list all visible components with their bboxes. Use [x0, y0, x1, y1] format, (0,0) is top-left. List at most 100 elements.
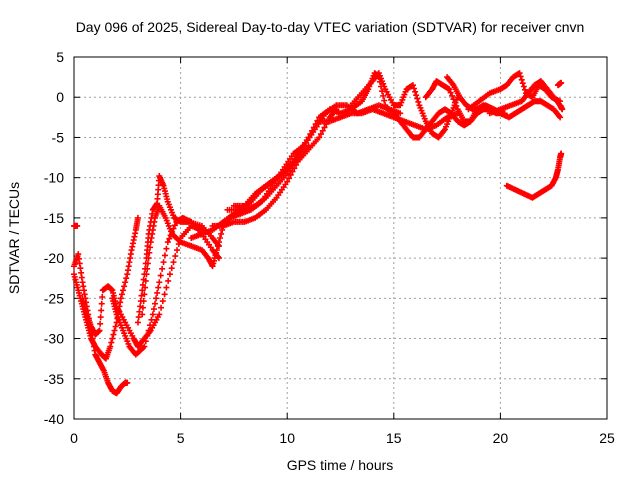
plot-frame: [73, 56, 608, 420]
data-point: [316, 134, 323, 141]
series-prn-p: [444, 74, 564, 121]
series-prn-i: [209, 106, 340, 229]
data-point: [381, 97, 388, 104]
series-prn-f: [134, 173, 222, 326]
series-prn-h: [188, 142, 312, 241]
data-point: [97, 314, 104, 321]
series-prn-g: [139, 142, 308, 318]
data-point: [142, 284, 149, 291]
y-tick-label: -25: [44, 290, 64, 306]
series-prn-t: [554, 79, 565, 89]
data-point: [305, 134, 312, 141]
data-point: [96, 327, 103, 334]
data-point: [415, 98, 422, 105]
x-tick-label: 10: [279, 430, 295, 446]
data-point: [217, 235, 224, 241]
series-prn-m: [348, 70, 461, 141]
y-tick-label: -40: [44, 411, 64, 427]
y-tick-label: -35: [44, 371, 64, 387]
data-point: [140, 298, 147, 305]
chart-title: Day 096 of 2025, Sidereal Day-to-day VTE…: [76, 19, 585, 35]
data-point: [558, 150, 565, 157]
data-point: [112, 323, 119, 330]
data-point: [559, 106, 566, 113]
y-tick-label: -20: [44, 250, 64, 266]
data-point: [160, 259, 167, 266]
data-point: [413, 92, 420, 99]
axis-ticks: 0 5 10 15 20 25 5 0 -5 -10 -15 -20 -25 -30 -35 -40: [44, 49, 615, 446]
series-prn-a: [71, 222, 81, 229]
data-point: [166, 235, 173, 242]
series-prn-s: [503, 150, 565, 201]
data-point: [517, 73, 524, 80]
data-point: [218, 230, 225, 237]
data-point: [451, 99, 458, 106]
x-axis-label: GPS time / hours: [287, 457, 394, 473]
data-point: [518, 76, 525, 83]
data-point: [380, 92, 387, 99]
data-point: [134, 214, 141, 221]
data-point: [519, 80, 526, 87]
data-point: [154, 289, 161, 296]
data-point: [516, 70, 523, 77]
data-point: [414, 95, 421, 102]
y-tick-label: -10: [44, 170, 64, 186]
data-point: [214, 243, 221, 250]
data-point: [98, 300, 105, 307]
data-point: [411, 85, 418, 92]
data-point: [99, 293, 106, 300]
data-point: [149, 311, 156, 318]
data-point: [446, 86, 453, 93]
data-point: [215, 239, 222, 246]
data-point: [148, 316, 155, 323]
data-point: [120, 287, 127, 294]
data-point: [174, 247, 181, 254]
data-point: [144, 332, 151, 339]
data-point: [121, 283, 128, 290]
data-point: [124, 379, 131, 386]
data-point: [145, 255, 152, 262]
x-tick-label: 15: [386, 430, 402, 446]
data-point: [146, 249, 153, 256]
data-point: [289, 168, 296, 175]
data-point: [142, 338, 149, 345]
data-point: [170, 259, 177, 266]
data-point: [321, 124, 328, 131]
data-point: [159, 298, 166, 305]
data-point: [109, 335, 116, 342]
data-point: [161, 252, 168, 259]
data-point: [150, 306, 157, 313]
y-tick-label: -30: [44, 331, 64, 347]
data-point: [107, 343, 114, 350]
x-tick-label: 5: [177, 430, 185, 446]
data-point: [98, 307, 105, 314]
data-point: [74, 222, 81, 229]
data-point: [319, 127, 326, 134]
data-point: [142, 277, 149, 284]
data-point: [412, 88, 419, 95]
data-point: [409, 82, 416, 89]
y-tick-label: 5: [56, 49, 64, 65]
data-point: [139, 311, 146, 318]
data-point: [134, 319, 141, 326]
data-point: [397, 110, 404, 117]
y-tick-label: -15: [44, 210, 64, 226]
data-point: [291, 165, 298, 172]
data-point: [172, 253, 179, 260]
data-point: [111, 327, 118, 334]
data-point: [152, 300, 159, 307]
data-point: [141, 343, 148, 350]
data-point: [520, 83, 527, 90]
data-point: [157, 272, 164, 279]
data-point: [118, 291, 125, 298]
y-tick-label: 0: [56, 89, 64, 105]
series-prn-k: [230, 70, 397, 209]
data-point: [144, 260, 151, 267]
data-point: [110, 331, 117, 338]
data-point: [293, 161, 300, 168]
data-point: [287, 171, 294, 178]
data-point: [168, 265, 175, 272]
data-point: [449, 92, 456, 99]
data-point: [453, 102, 460, 109]
